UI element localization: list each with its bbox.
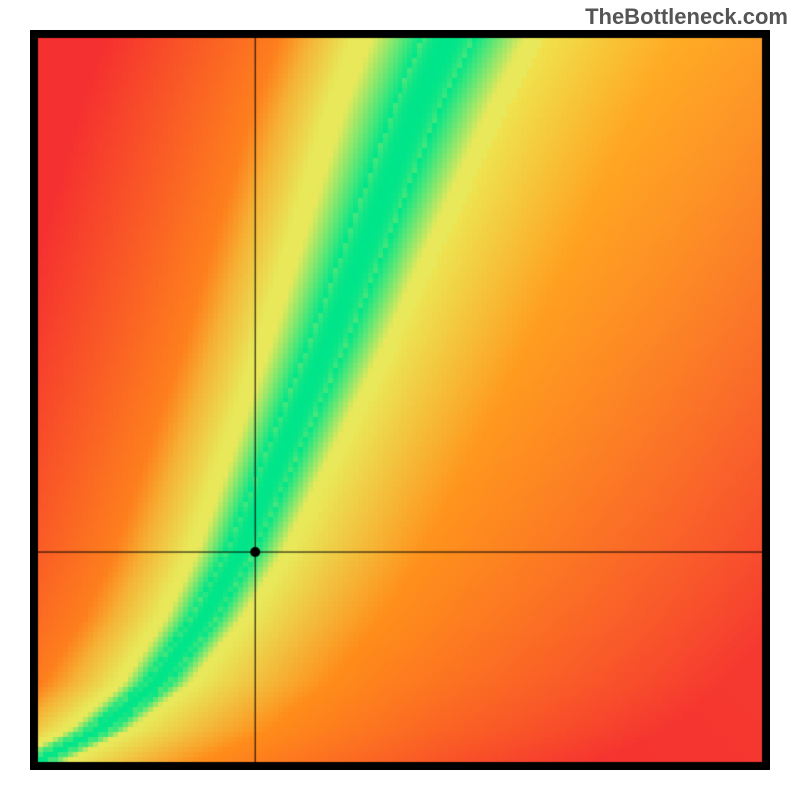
watermark-label: TheBottleneck.com <box>585 4 788 30</box>
chart-container: TheBottleneck.com <box>0 0 800 800</box>
bottleneck-heatmap <box>30 30 770 770</box>
